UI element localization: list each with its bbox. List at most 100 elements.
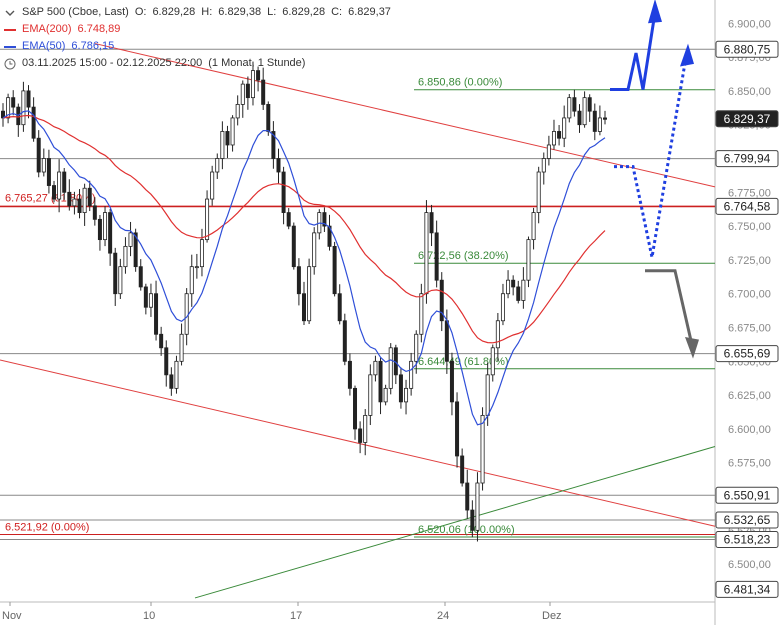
- candle: [261, 67, 266, 110]
- candle: [215, 153, 220, 179]
- y-tick-label: 6.575,00: [728, 458, 771, 470]
- candle: [118, 258, 123, 299]
- candle-body: [31, 106, 36, 139]
- candle: [87, 180, 92, 212]
- candle-body: [240, 83, 245, 105]
- candle-body: [597, 117, 602, 132]
- candle: [551, 119, 556, 150]
- ema50-line: [2, 110, 606, 426]
- candle: [465, 469, 470, 519]
- candle: [250, 61, 255, 106]
- candle: [424, 200, 429, 304]
- candle-body: [97, 218, 102, 241]
- candle: [572, 89, 577, 117]
- candle-body: [439, 279, 444, 322]
- price-label: 6.481,34: [715, 580, 779, 598]
- candle-body: [567, 97, 572, 119]
- candle-body: [133, 232, 138, 268]
- candle-body: [434, 232, 439, 281]
- candle: [506, 270, 511, 299]
- downtrend-line-lower: [0, 359, 716, 527]
- chevron-down-icon[interactable]: [4, 7, 16, 19]
- candle: [434, 220, 439, 288]
- candle-body: [179, 333, 184, 362]
- candle-body: [572, 97, 577, 112]
- candle-body: [276, 158, 281, 173]
- candle-body: [6, 97, 11, 119]
- candle-body: [0, 110, 6, 119]
- candle: [536, 166, 541, 224]
- candle: [368, 364, 373, 426]
- candle-body: [363, 415, 368, 443]
- ohlc-open-label: O:: [134, 6, 147, 18]
- candle: [312, 227, 317, 275]
- price-label: 6.532,65: [715, 511, 779, 529]
- candle-body: [286, 212, 291, 227]
- candle-body: [551, 131, 556, 146]
- candle: [62, 168, 67, 200]
- candle: [404, 379, 409, 415]
- bearish-scenario-arrow: [645, 269, 694, 346]
- candle-body: [210, 171, 215, 200]
- price-label-text: 6.518,23: [724, 532, 771, 546]
- price-label-text: 6.550,91: [724, 488, 771, 502]
- candle-body: [281, 171, 286, 213]
- period-text: 03.11.2025 15:00 - 02.12.2025 22:00: [22, 57, 203, 69]
- candle-body: [322, 212, 327, 227]
- candle: [281, 166, 286, 225]
- candle-body: [26, 90, 31, 108]
- clock-icon: [4, 58, 16, 70]
- candle: [495, 312, 500, 362]
- candle: [398, 367, 403, 409]
- candle-body: [11, 97, 16, 108]
- x-tick-label: Dez: [542, 610, 562, 622]
- candle-body: [383, 387, 388, 403]
- fib-label: 6.722,56 (38.20%): [418, 250, 509, 262]
- candle: [332, 241, 337, 297]
- y-tick-label: 6.725,00: [728, 255, 771, 267]
- candle: [526, 236, 531, 288]
- dotted-arrow-head: [680, 43, 694, 67]
- candle: [72, 191, 77, 215]
- candle: [490, 344, 495, 382]
- candle: [36, 130, 41, 178]
- x-tick-label: 24: [437, 610, 449, 622]
- candle-body: [301, 293, 306, 322]
- candle-body: [199, 239, 204, 268]
- candle-body: [521, 279, 526, 301]
- price-label: 6.799,94: [715, 150, 779, 168]
- y-tick-label: 6.625,00: [728, 390, 771, 402]
- fib-label: 6.850,86 (0.00%): [418, 77, 502, 89]
- candle-body: [327, 225, 332, 247]
- price-label: 6.829,37: [715, 110, 779, 128]
- candle-body: [148, 293, 153, 308]
- candle: [225, 125, 230, 159]
- ohlc-high-label: H:: [201, 6, 213, 18]
- candle: [0, 103, 6, 127]
- ohlc-low: 6.829,28: [282, 6, 326, 18]
- candle: [82, 183, 87, 226]
- candle: [245, 76, 250, 110]
- candle: [587, 94, 592, 122]
- candle: [388, 343, 393, 395]
- candle-body: [62, 171, 67, 193]
- candle-body: [485, 374, 490, 416]
- candle: [41, 148, 46, 177]
- candle-body: [455, 401, 460, 457]
- candle: [220, 121, 225, 170]
- candle-body: [164, 347, 169, 376]
- candle: [603, 110, 608, 125]
- candle-body: [118, 266, 123, 295]
- candle: [291, 222, 296, 270]
- price-label-box: [715, 110, 779, 128]
- downtrend-line-upper: [94, 43, 716, 188]
- candle: [307, 258, 312, 325]
- y-tick-label: 6.750,00: [728, 221, 771, 233]
- candle-body: [332, 245, 337, 295]
- candle-body: [123, 245, 128, 268]
- candle-body: [235, 104, 240, 119]
- candle: [77, 189, 82, 219]
- chart-title: S&P 500 (Cboe, Last): [22, 6, 129, 18]
- candle: [480, 407, 485, 491]
- candle: [531, 207, 536, 250]
